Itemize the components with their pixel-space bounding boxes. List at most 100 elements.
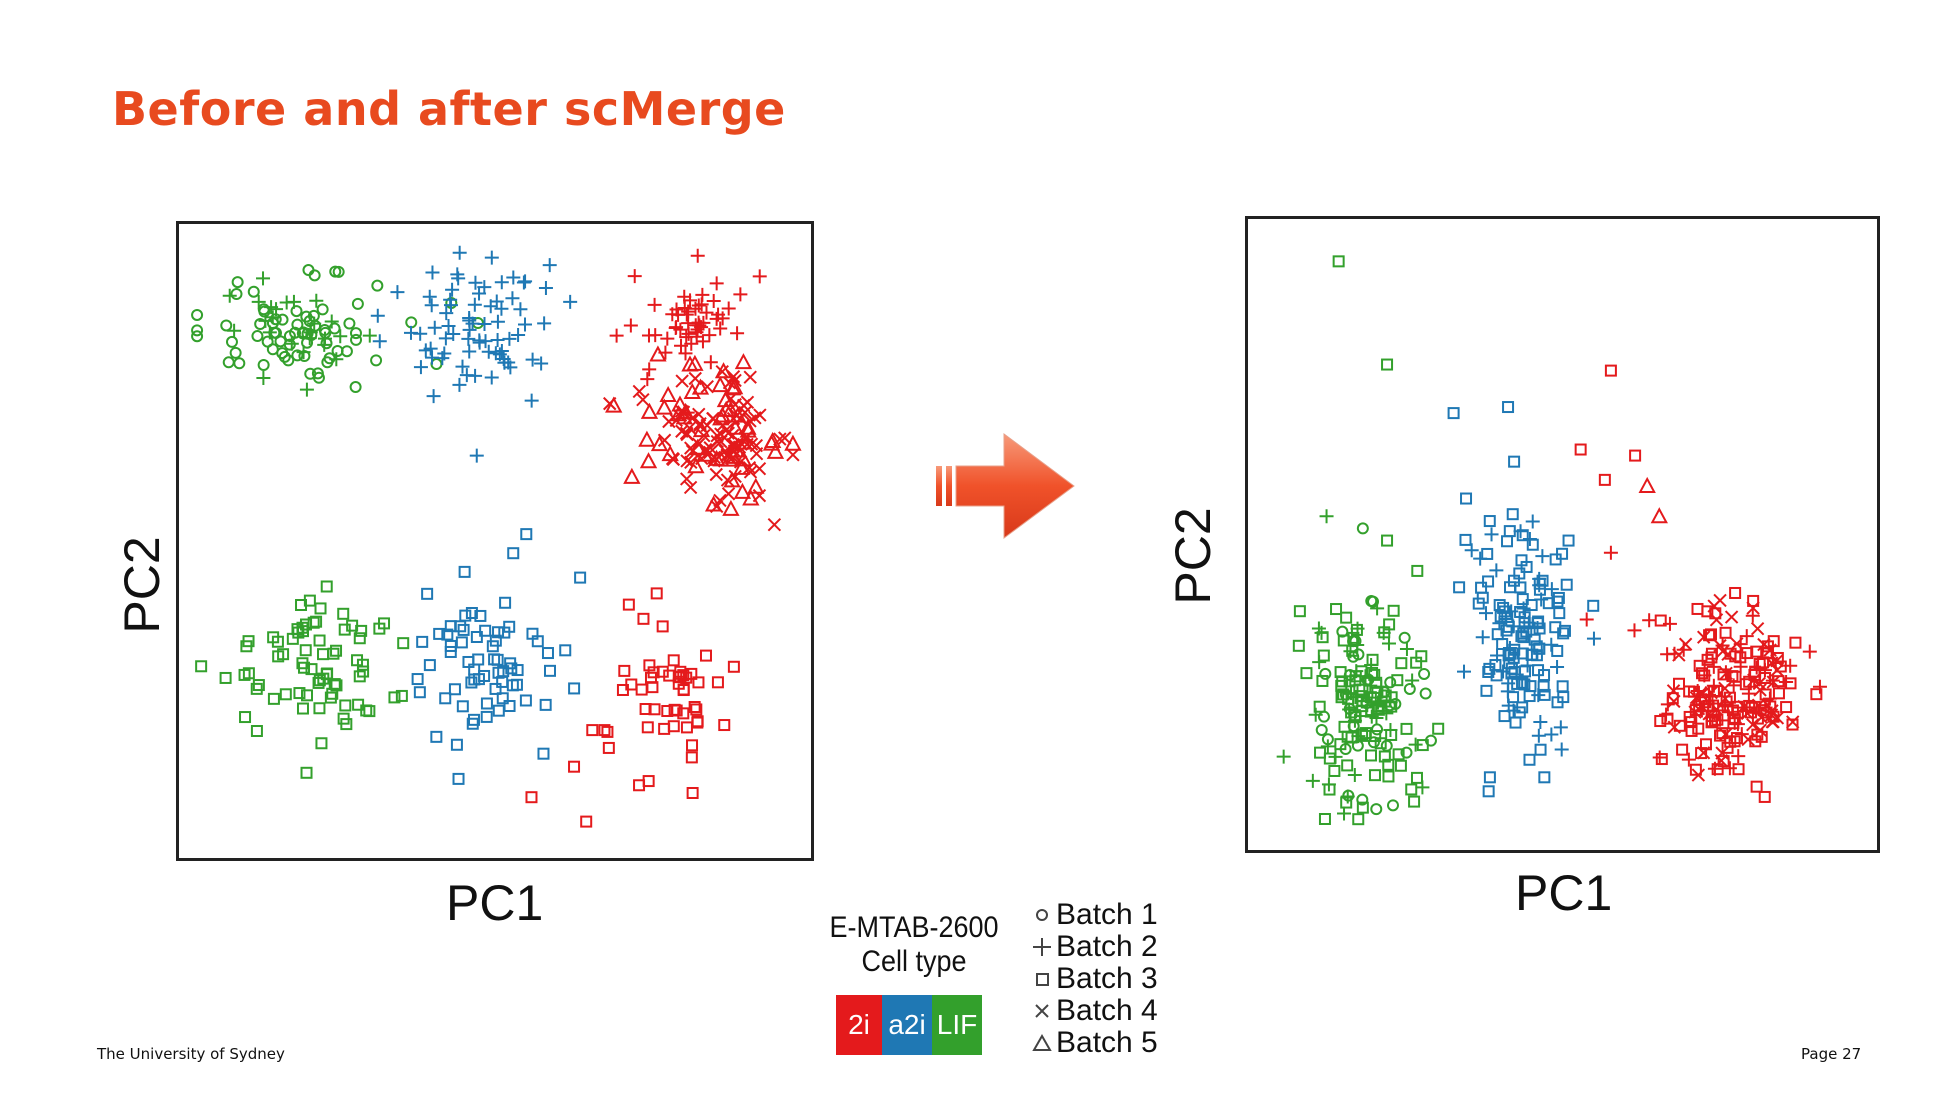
scatter-point-square — [1334, 738, 1347, 751]
scatter-point-square — [338, 623, 351, 636]
scatter-point-cross — [749, 446, 764, 461]
scatter-point-plus — [1337, 806, 1352, 821]
scatter-point-plus — [1532, 578, 1547, 593]
scatter-point-circle — [316, 303, 329, 316]
scatter-point-square — [352, 698, 365, 711]
scatter-point-plus — [1399, 642, 1414, 657]
scatter-point-plus — [425, 265, 440, 280]
scatter-point-square — [1701, 605, 1714, 618]
scatter-point-plus — [441, 319, 456, 334]
scatter-point-square — [1480, 684, 1493, 697]
scatter-point-square — [1394, 759, 1407, 772]
scatter-point-square — [598, 724, 611, 737]
scatter-point-plus — [695, 334, 710, 349]
scatter-point-square — [1743, 699, 1756, 712]
scatter-point-triangle — [714, 362, 733, 379]
scatter-point-square — [1292, 639, 1305, 652]
scatter-point-square — [646, 681, 659, 694]
scatter-point-square — [1553, 607, 1566, 620]
scatter-point-square — [601, 725, 614, 738]
scatter-point-square — [1489, 659, 1502, 672]
scatter-point-square — [1385, 691, 1398, 704]
scatter-point-circle — [1319, 667, 1332, 680]
scatter-point-cross — [753, 408, 767, 422]
scatter-point-cross — [1750, 621, 1765, 636]
batch-3-label: Batch 3 — [1056, 962, 1158, 995]
scatter-point-plus — [256, 271, 271, 286]
scatter-point-plus — [511, 328, 526, 343]
scatter-point-square — [1516, 593, 1529, 606]
scatter-point-circle — [1380, 739, 1393, 752]
scatter-point-circle — [291, 318, 304, 331]
scatter-point-plus — [1534, 592, 1549, 607]
scatter-point-plus — [413, 326, 428, 341]
scatter-point-square — [625, 678, 638, 691]
scatter-point-square — [1685, 724, 1698, 737]
scatter-point-plus — [445, 282, 460, 297]
scatter-point-cross — [684, 455, 698, 470]
scatter-point-square — [1689, 704, 1702, 717]
scatter-point-square — [568, 682, 581, 695]
scatter-point-square — [465, 606, 478, 619]
scatter-point-triangle — [722, 499, 740, 516]
scatter-point-plus — [1464, 543, 1479, 558]
scatter-point-square — [1514, 605, 1527, 618]
scatter-point-square — [1557, 627, 1570, 640]
scatter-point-square — [1352, 813, 1365, 826]
scatter-point-triangle — [638, 430, 656, 447]
batch-legend: Batch 1 Batch 2 Batch 3 Batch 4 Batch 5 — [1032, 898, 1158, 1059]
scatter-point-plus — [642, 362, 657, 377]
scatter-point-circle — [349, 327, 362, 340]
scatter-point-plus — [524, 393, 539, 408]
scatter-point-square — [1514, 581, 1527, 594]
scatter-point-square — [1525, 648, 1538, 661]
scatter-point-plus — [317, 337, 332, 352]
scatter-point-cross — [679, 426, 694, 440]
scatter-point-cross — [1696, 630, 1711, 644]
after-scatter-svg — [1276, 255, 1827, 826]
scatter-point-square — [1365, 749, 1378, 762]
scatter-point-plus — [506, 270, 521, 285]
scatter-point-square — [642, 775, 655, 788]
scatter-point-plus — [1363, 678, 1378, 693]
triangle-marker-icon — [1032, 1033, 1052, 1051]
scatter-point-plus — [709, 276, 724, 291]
after-y-axis-label: PC2 — [1165, 507, 1221, 605]
scatter-point-square — [1707, 699, 1720, 712]
scatter-point-circle — [340, 345, 353, 358]
scatter-point-square — [635, 683, 648, 696]
scatter-point-circle — [304, 367, 317, 380]
scatter-point-square — [1747, 594, 1760, 607]
cell-type-swatches: 2i a2i LIF — [836, 995, 982, 1055]
scatter-point-triangle — [733, 482, 752, 499]
scatter-point-square — [1696, 667, 1709, 680]
scatter-point-plus — [1501, 698, 1516, 713]
scatter-point-square — [1551, 696, 1564, 709]
scatter-point-circle — [1367, 736, 1380, 749]
scatter-point-plus — [699, 305, 714, 320]
scatter-point-square — [525, 791, 538, 804]
scatter-point-plus — [452, 245, 467, 260]
scatter-point-plus — [702, 328, 717, 343]
circle-marker-icon — [1036, 909, 1048, 921]
scatter-point-square — [727, 660, 740, 673]
scatter-point-triangle — [784, 434, 802, 451]
scatter-point-square — [480, 697, 493, 710]
scatter-point-plus — [627, 269, 642, 284]
scatter-point-square — [1784, 677, 1797, 690]
scatter-point-plus — [609, 328, 624, 343]
scatter-point-cross — [1786, 715, 1800, 729]
scatter-point-circle — [225, 335, 238, 348]
scatter-point-plus — [1544, 727, 1559, 742]
scatter-point-square — [526, 627, 539, 640]
scatter-point-square — [1381, 358, 1394, 371]
scatter-point-square — [416, 635, 429, 648]
scatter-point-plus — [513, 302, 528, 317]
scatter-point-square — [1772, 687, 1785, 700]
scatter-point-square — [1504, 647, 1517, 660]
scatter-point-plus — [477, 317, 492, 332]
scatter-point-square — [648, 703, 661, 716]
scatter-point-plus — [1364, 657, 1379, 672]
scatter-point-square — [586, 724, 599, 737]
scatter-point-square — [1556, 547, 1569, 560]
